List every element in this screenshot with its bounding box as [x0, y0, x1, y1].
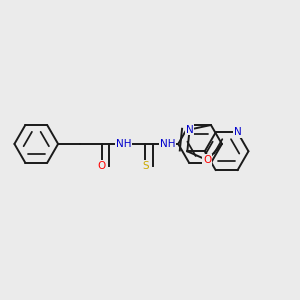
- Text: NH: NH: [160, 139, 175, 149]
- Text: NH: NH: [116, 139, 131, 149]
- Text: O: O: [98, 161, 106, 171]
- Text: N: N: [234, 128, 242, 137]
- Text: O: O: [203, 155, 212, 165]
- Text: N: N: [186, 124, 194, 135]
- Text: S: S: [142, 161, 149, 171]
